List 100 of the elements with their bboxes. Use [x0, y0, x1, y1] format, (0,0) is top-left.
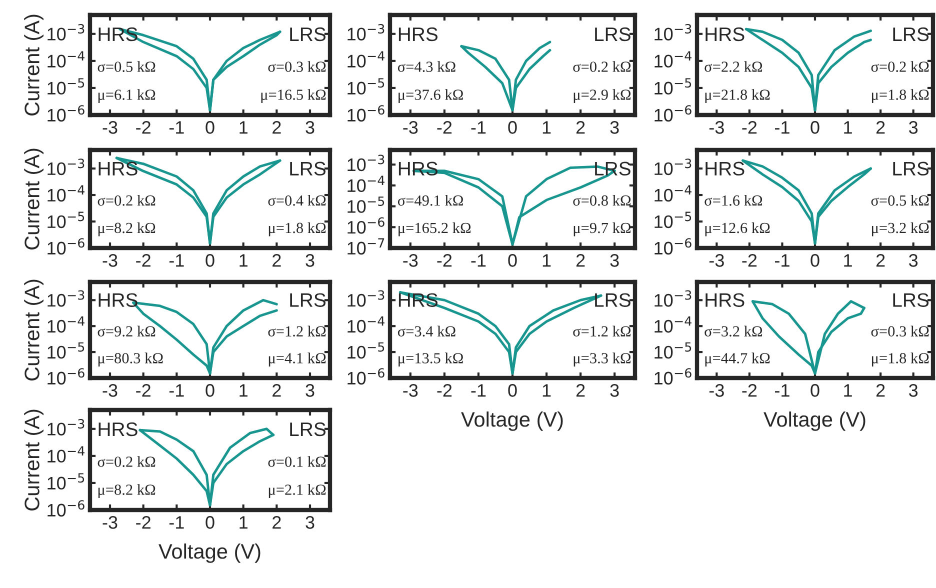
y-tick-label: 10$^{−6}$	[348, 368, 384, 385]
annotation: LRS	[290, 162, 326, 176]
x-tick-label: 1	[844, 121, 852, 134]
y-tick-label: 10$^{−6}$	[48, 105, 84, 122]
annotation: μ=16.5 kΩ	[261, 89, 326, 103]
annotation: σ=3.4 kΩ	[398, 326, 456, 337]
y-tick-label: 10$^{−6}$	[654, 238, 692, 255]
y-tick-label: 10$^{−3}$	[654, 290, 692, 307]
x-tick-label: 0	[508, 254, 517, 267]
x-tick-label: -1	[774, 121, 790, 134]
x-tick-label: -3	[709, 121, 724, 134]
annotation: LRS	[893, 293, 929, 307]
annotation: HRS	[398, 27, 438, 42]
y-tick-label: 10$^{−3}$	[48, 290, 84, 307]
x-tick-label: 0	[508, 384, 517, 397]
annotation: σ=0.3 kΩ	[268, 61, 326, 72]
annotation: LRS	[290, 27, 326, 42]
x-tick-label: 2	[576, 254, 585, 267]
x-tick-label: 0	[206, 384, 214, 397]
annotation: LRS	[290, 293, 326, 307]
x-tick-label: -1	[471, 384, 486, 397]
y-tick-label: 10$^{−4}$	[654, 185, 692, 202]
x-tick-label: 2	[876, 121, 885, 134]
y-tick-label: 10$^{−6}$	[348, 105, 384, 122]
y-tick-label: 10$^{−3}$	[654, 158, 692, 176]
y-axis-title: Current (A)	[24, 14, 44, 116]
x-tick-label: -3	[403, 254, 418, 267]
annotation: μ=1.8 kΩ	[872, 89, 929, 103]
x-axis-title: Voltage (V)	[764, 412, 866, 431]
y-tick-label: 10$^{−5}$	[348, 196, 384, 213]
y-tick-label: 10$^{−4}$	[654, 51, 692, 68]
x-tick-label: 3	[909, 121, 918, 134]
annotation: HRS	[706, 27, 744, 42]
x-tick-label: -2	[437, 121, 452, 134]
x-tick-label: -2	[136, 384, 150, 397]
y-tick-label: 10$^{−4}$	[348, 51, 384, 68]
x-tick-label: 3	[909, 384, 918, 397]
x-tick-label: -3	[709, 254, 724, 267]
annotation: μ=37.6 kΩ	[398, 89, 463, 103]
y-tick-label: 10$^{−3}$	[654, 24, 692, 40]
y-tick-label: 10$^{−6}$	[48, 238, 84, 255]
x-tick-label: 1	[240, 254, 248, 267]
y-tick-label: 10$^{−4}$	[654, 316, 692, 333]
annotation: σ=49.1 kΩ	[398, 194, 463, 206]
x-tick-label: 3	[306, 254, 314, 267]
y-tick-label: 10$^{−4}$	[48, 446, 84, 463]
y-tick-label: 10$^{−3}$	[48, 24, 84, 40]
x-tick-label: 0	[206, 121, 214, 134]
annotation: σ=0.3 kΩ	[871, 326, 929, 337]
x-tick-label: 1	[240, 121, 248, 134]
annotation: μ=1.8 kΩ	[872, 352, 929, 366]
x-tick-label: -2	[742, 121, 757, 134]
annotation: μ=2.1 kΩ	[268, 484, 326, 498]
annotation: μ=3.2 kΩ	[872, 222, 929, 236]
annotation: μ=12.6 kΩ	[705, 222, 770, 236]
x-tick-label: -1	[169, 516, 184, 529]
annotation: σ=4.3 kΩ	[398, 61, 456, 72]
x-tick-label: 3	[610, 384, 619, 397]
x-axis-title: Voltage (V)	[158, 544, 260, 563]
y-tick-label: 10$^{−5}$	[48, 78, 84, 95]
y-tick-label: 10$^{−3}$	[348, 290, 384, 307]
annotation: LRS	[893, 27, 929, 42]
annotation: σ=0.4 kΩ	[268, 194, 326, 206]
x-tick-label: 2	[576, 384, 585, 397]
y-tick-label: 10$^{−4}$	[348, 316, 384, 333]
annotation: μ=21.8 kΩ	[705, 89, 770, 103]
x-tick-label: -3	[102, 384, 118, 397]
y-tick-label: 10$^{−3}$	[348, 154, 384, 172]
x-tick-label: -1	[169, 384, 184, 397]
y-tick-label: 10$^{−6}$	[654, 368, 692, 385]
x-tick-label: -3	[709, 384, 724, 397]
x-tick-label: 1	[542, 384, 551, 397]
x-tick-label: -2	[437, 384, 452, 397]
x-tick-label: 1	[844, 254, 852, 267]
y-tick-label: 10$^{−5}$	[654, 78, 692, 95]
annotation: μ=4.1 kΩ	[268, 352, 326, 366]
y-tick-label: 10$^{−5}$	[654, 212, 692, 228]
annotation: HRS	[706, 293, 744, 307]
x-tick-label: -3	[102, 254, 118, 267]
x-tick-label: -2	[742, 254, 757, 267]
y-tick-label: 10$^{−5}$	[48, 342, 84, 359]
y-tick-label: 10$^{−6}$	[48, 368, 84, 385]
x-tick-label: -3	[102, 516, 118, 529]
annotation: σ=9.2 kΩ	[98, 326, 156, 337]
x-tick-label: 1	[542, 254, 551, 267]
x-tick-label: 1	[240, 516, 248, 529]
x-tick-label: 0	[810, 384, 820, 397]
x-tick-label: -1	[774, 384, 790, 397]
x-tick-label: 0	[206, 516, 214, 529]
y-tick-label: 10$^{−6}$	[48, 500, 84, 517]
y-axis-title: Current (A)	[24, 148, 44, 250]
x-tick-label: 2	[272, 384, 281, 397]
annotation: HRS	[98, 162, 138, 176]
x-tick-label: -3	[403, 384, 418, 397]
x-tick-label: -2	[136, 254, 150, 267]
y-tick-label: 10$^{−3}$	[48, 158, 84, 176]
annotation: LRS	[595, 27, 630, 42]
x-tick-label: -2	[136, 121, 150, 134]
x-tick-label: -3	[102, 121, 118, 134]
annotation: LRS	[595, 293, 630, 307]
